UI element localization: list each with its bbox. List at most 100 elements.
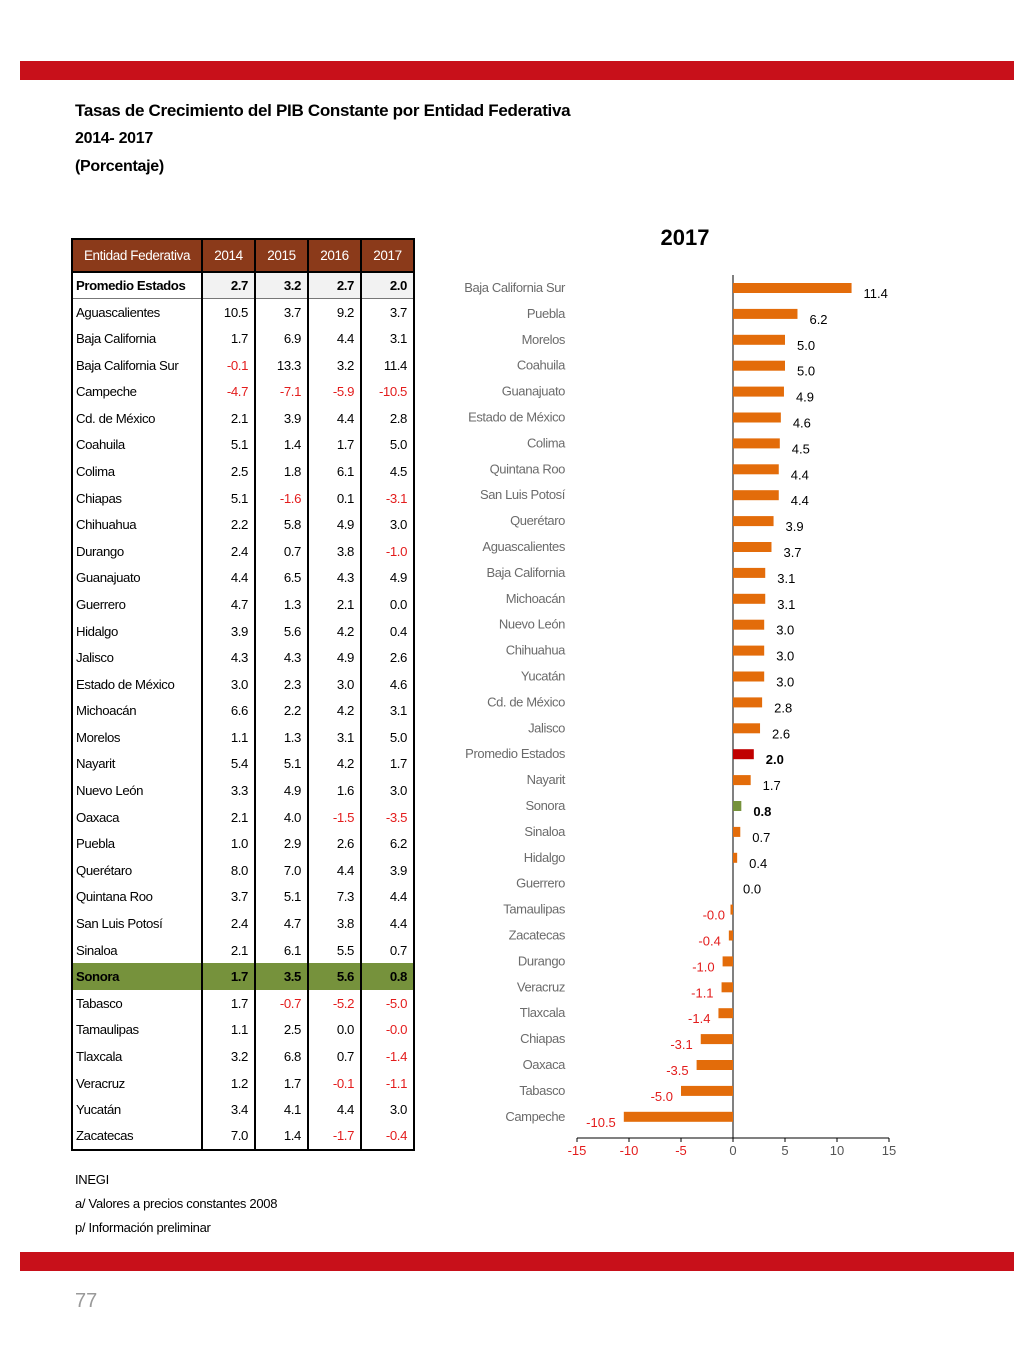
cell-value: -1.1 — [360, 1069, 415, 1097]
data-label: 0.4 — [749, 856, 767, 871]
cell-value: 0.7 — [307, 1043, 362, 1070]
cell-value: -1.0 — [360, 537, 415, 565]
category-label: Chihuahua — [506, 643, 566, 658]
category-label: Guerrero — [516, 876, 565, 891]
cell-value: 4.5 — [360, 458, 415, 485]
data-label: 4.6 — [793, 416, 811, 431]
data-label: 3.9 — [786, 519, 804, 534]
category-label: Coahuila — [517, 358, 566, 373]
bar — [696, 1060, 733, 1070]
cell-value: 5.0 — [360, 431, 415, 459]
cell-value: 1.1 — [201, 724, 256, 751]
cell-value: 4.2 — [307, 697, 362, 725]
header-entidad: Entidad Federativa — [71, 238, 203, 273]
cell-value: -5.0 — [360, 990, 415, 1017]
table-row: Chihuahua 2.2 5.8 4.9 3.0 — [71, 511, 415, 538]
header-2016: 2016 — [307, 238, 362, 273]
cell-value: 3.8 — [307, 537, 362, 565]
cell-entidad: Sonora — [71, 963, 203, 991]
note-p: p/ Información preliminar — [75, 1220, 211, 1235]
data-label: 4.5 — [792, 441, 810, 456]
cell-value: 4.2 — [307, 750, 362, 778]
bar — [623, 1111, 733, 1122]
cell-value: 3.0 — [201, 670, 256, 698]
cell-value: 3.9 — [360, 857, 415, 884]
data-label: 4.9 — [796, 390, 814, 405]
category-label: Campeche — [505, 1109, 565, 1124]
category-label: Yucatán — [521, 669, 565, 684]
cell-entidad: Chiapas — [71, 484, 203, 512]
data-label: 3.0 — [776, 649, 794, 664]
data-label: -0.4 — [698, 934, 720, 949]
cell-value: 0.0 — [307, 1016, 362, 1044]
category-label: Cd. de México — [487, 694, 565, 709]
cell-value: 3.1 — [360, 697, 415, 725]
cell-value: 4.2 — [307, 617, 362, 645]
data-label: -1.1 — [691, 985, 713, 1000]
bar — [733, 749, 754, 760]
bar — [718, 1008, 733, 1019]
data-label: 0.7 — [752, 830, 770, 845]
cell-entidad: Colima — [71, 458, 203, 485]
cell-value: 0.8 — [360, 963, 415, 991]
bar — [733, 542, 772, 552]
cell-value: -0.7 — [254, 990, 309, 1017]
data-label: 6.2 — [809, 312, 827, 327]
table-row: Michoacán 6.6 2.2 4.2 3.1 — [71, 697, 415, 725]
bar — [733, 464, 779, 475]
header-2014: 2014 — [201, 238, 256, 273]
cell-entidad: Cd. de México — [71, 404, 203, 432]
cell-value: 2.4 — [201, 537, 256, 565]
cell-value: 2.1 — [201, 404, 256, 432]
data-label: 0.0 — [743, 882, 761, 897]
cell-value: -1.5 — [307, 803, 362, 831]
cell-entidad: Baja California Sur — [71, 351, 203, 379]
table-row: Aguascalientes 10.5 3.7 9.2 3.7 — [71, 298, 415, 326]
table-row: Nayarit 5.4 5.1 4.2 1.7 — [71, 750, 415, 778]
category-label: Guanajuato — [502, 384, 565, 399]
cell-value: 5.0 — [360, 724, 415, 751]
cell-value: 5.6 — [254, 617, 309, 645]
bar — [733, 360, 785, 371]
bar — [733, 593, 766, 604]
bar — [733, 308, 798, 319]
cell-value: 4.4 — [360, 883, 415, 911]
cell-value: -3.1 — [360, 484, 415, 512]
cell-value: 2.3 — [254, 670, 309, 698]
page-subtitle-unit: (Porcentaje) — [75, 158, 164, 175]
bar — [733, 775, 751, 786]
x-tick-label: 0 — [729, 1143, 736, 1158]
table-row: Nuevo León 3.3 4.9 1.6 3.0 — [71, 777, 415, 804]
category-label: Baja California Sur — [464, 280, 566, 295]
table-row: Sonora 1.7 3.5 5.6 0.8 — [71, 963, 415, 991]
cell-value: -4.7 — [201, 378, 256, 405]
cell-entidad: Promedio Estados — [71, 271, 203, 300]
data-label: 4.4 — [791, 467, 809, 482]
cell-entidad: Jalisco — [71, 644, 203, 671]
category-label: Querétaro — [510, 513, 565, 528]
cell-value: 4.7 — [201, 591, 256, 618]
cell-value: 1.7 — [201, 990, 256, 1017]
bar — [733, 334, 785, 345]
cell-value: 3.0 — [360, 511, 415, 538]
cell-entidad: Campeche — [71, 378, 203, 405]
cell-value: 2.7 — [201, 271, 256, 300]
category-label: Promedio Estados — [465, 746, 566, 761]
cell-value: 3.3 — [201, 777, 256, 804]
table-row: Yucatán 3.4 4.1 4.4 3.0 — [71, 1096, 415, 1123]
cell-value: 2.6 — [307, 830, 362, 858]
cell-value: 6.6 — [201, 697, 256, 725]
cell-value: 2.4 — [201, 910, 256, 937]
cell-entidad: Durango — [71, 537, 203, 565]
cell-entidad: Coahuila — [71, 431, 203, 459]
cell-value: 3.7 — [254, 298, 309, 326]
table-row: Sinaloa 2.1 6.1 5.5 0.7 — [71, 936, 415, 964]
table-row: Jalisco 4.3 4.3 4.9 2.6 — [71, 644, 415, 671]
cell-value: 3.2 — [201, 1043, 256, 1070]
cell-value: 2.1 — [201, 936, 256, 964]
table-row: Zacatecas 7.0 1.4 -1.7 -0.4 — [71, 1123, 415, 1151]
cell-value: 0.4 — [360, 617, 415, 645]
bar — [733, 412, 781, 423]
cell-value: 2.1 — [307, 591, 362, 618]
table-row: Coahuila 5.1 1.4 1.7 5.0 — [71, 431, 415, 459]
